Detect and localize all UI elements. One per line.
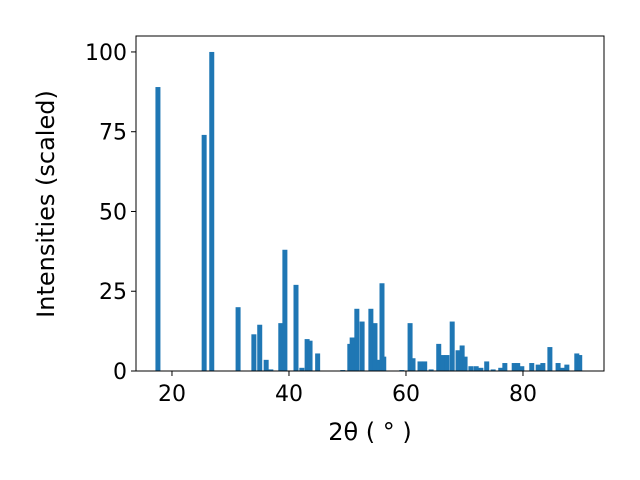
bar [559,367,565,371]
bar [282,249,288,371]
bar [381,356,387,371]
bar [257,324,263,371]
bar [299,367,305,371]
bar [511,363,517,371]
y-tick-label: 100 [85,41,127,66]
bar [376,359,382,371]
bar [515,363,521,371]
bar [577,355,583,371]
bar [235,307,241,371]
x-tick-label: 80 [509,382,537,407]
bar [428,369,434,371]
y-axis-label: Intensities (scaled) [32,90,60,318]
bar [574,353,580,371]
x-tick-label: 20 [158,382,186,407]
bar [372,323,378,371]
y-tick-label: 75 [99,121,127,146]
bar [368,308,374,371]
bar [462,356,468,371]
bar [315,353,321,371]
y-tick-label: 0 [113,360,127,385]
bar [490,369,496,371]
bar [201,134,207,371]
bar [473,366,479,371]
bar [304,339,310,371]
bar [555,363,561,371]
bar [251,334,257,371]
bar [209,51,215,371]
bar [498,367,504,371]
bar [436,343,442,371]
bar [444,355,450,371]
bar [263,359,269,371]
bar [410,358,416,371]
x-tick-label: 40 [275,382,303,407]
bar [359,321,365,371]
bar [440,355,446,371]
bar [268,369,274,371]
plot-frame [135,35,605,372]
bar [407,323,413,371]
bar [349,337,355,371]
y-tick-label: 50 [99,200,127,225]
bar [529,363,535,371]
bar [307,340,313,371]
bar [468,366,474,371]
bar [459,345,465,371]
y-tick-label: 25 [99,280,127,305]
bar [519,366,525,371]
bar [449,321,455,371]
bar [564,364,570,371]
bar [484,361,490,371]
bar [354,308,360,371]
bar [540,363,546,371]
bar [278,323,284,371]
bar [547,347,553,371]
bar [455,350,461,371]
bar [478,367,484,371]
bar [155,87,161,372]
bar [379,283,385,371]
bar [535,364,541,371]
x-axis-label: 2θ ( ° ) [328,418,412,446]
bar [293,284,299,371]
bar [502,363,508,371]
bar [422,361,428,371]
bar [417,361,423,371]
x-tick-label: 60 [392,382,420,407]
